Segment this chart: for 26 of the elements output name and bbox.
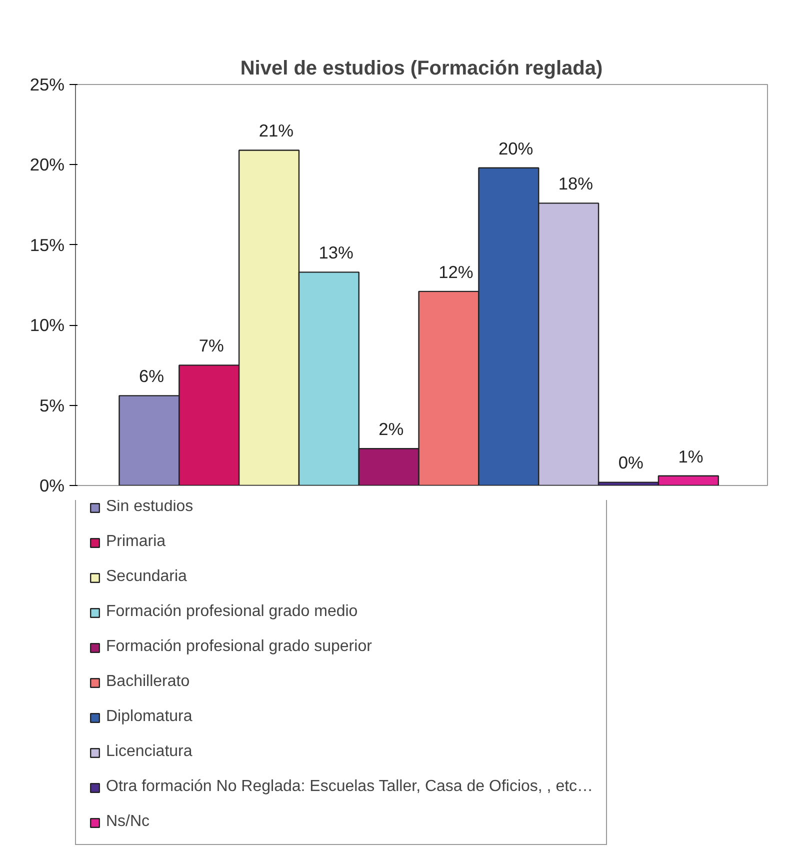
data-label: 20% bbox=[498, 138, 534, 158]
data-label: 0% bbox=[618, 452, 644, 473]
legend-label: Diplomatura bbox=[106, 708, 192, 726]
y-tick-label: 5% bbox=[39, 395, 64, 416]
data-label: 13% bbox=[318, 242, 354, 263]
y-tick-label: 10% bbox=[30, 315, 65, 336]
data-label: 18% bbox=[558, 174, 594, 194]
data-label: 12% bbox=[438, 262, 474, 282]
legend-label: Ns/Nc bbox=[106, 813, 150, 831]
legend-label: Secundaria bbox=[106, 568, 187, 586]
y-tick-label: 20% bbox=[30, 154, 65, 175]
legend-label: Formación profesional grado medio bbox=[106, 603, 358, 621]
data-label: 1% bbox=[678, 446, 704, 466]
chart-title: Nivel de estudios (Formación reglada) bbox=[240, 58, 603, 80]
y-tick-label: 0% bbox=[39, 476, 64, 496]
data-label: 7% bbox=[198, 336, 224, 356]
data-label: 6% bbox=[139, 366, 164, 386]
y-tick-label: 15% bbox=[30, 234, 65, 255]
data-label: 2% bbox=[378, 418, 404, 439]
legend-label: Primaria bbox=[106, 533, 166, 551]
y-tick-label: 25% bbox=[30, 74, 65, 94]
legend-label: Licenciatura bbox=[106, 743, 192, 761]
legend-label: Formación profesional grado superior bbox=[106, 638, 372, 656]
data-label: 21% bbox=[258, 120, 294, 141]
legend-label: Otra formación No Reglada: Escuelas Taller, Casa de Oficios, , etc… bbox=[106, 778, 594, 796]
legend-label: Bachillerato bbox=[106, 673, 190, 691]
